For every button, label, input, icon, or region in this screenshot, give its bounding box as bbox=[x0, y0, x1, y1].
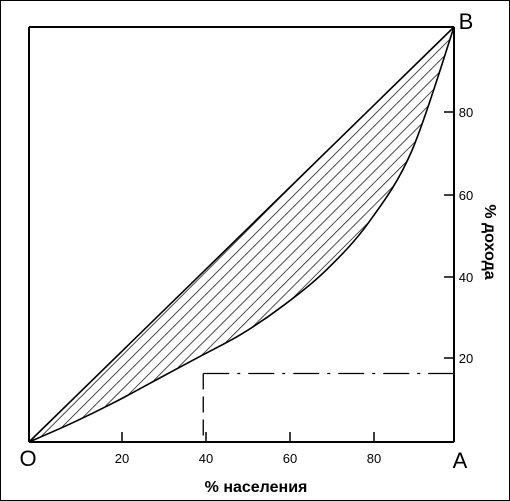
x-tick-label-40: 40 bbox=[199, 451, 213, 466]
corner-label-o: O bbox=[19, 446, 36, 471]
corner-label-a: A bbox=[453, 448, 468, 473]
equality-line bbox=[28, 26, 455, 443]
corner-label-b: B bbox=[459, 9, 474, 34]
y-tick-label-60: 60 bbox=[459, 188, 473, 203]
y-tick-label-20: 20 bbox=[459, 351, 473, 366]
lorenz-curve bbox=[28, 26, 455, 443]
x-tick-label-20: 20 bbox=[115, 451, 129, 466]
x-tick-label-60: 60 bbox=[283, 451, 297, 466]
x-tick-label-80: 80 bbox=[367, 451, 381, 466]
x-axis-title: % населения bbox=[205, 479, 308, 496]
y-axis-title: % дохода bbox=[481, 204, 498, 279]
y-tick-label-40: 40 bbox=[459, 270, 473, 285]
y-tick-label-80: 80 bbox=[459, 105, 473, 120]
